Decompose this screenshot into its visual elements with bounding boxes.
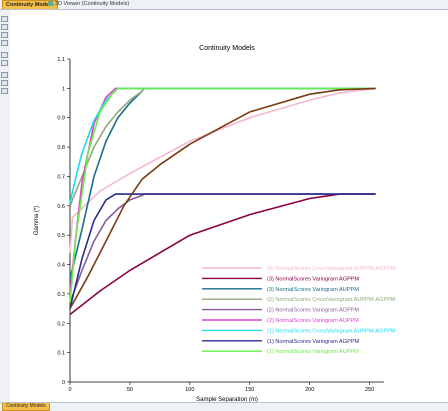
y-tick-label: 0.9: [57, 116, 65, 122]
chart: Continuity Models 0 0.1 0.2 0.3 0.4 0.5 0.6 0.7 0…: [34, 45, 396, 403]
x-tick-label: 200: [305, 387, 314, 393]
legend-label: (2) NormalScores Variogram AGPPM: [267, 308, 360, 314]
legend-label: (3) NormalScores CrossVariogram AUPPM-AG…: [267, 266, 396, 272]
series-line: [69, 87, 376, 253]
series-line: [69, 87, 376, 280]
print-icon[interactable]: [1, 40, 8, 46]
axis-icon[interactable]: [1, 80, 8, 86]
series-line: [69, 87, 376, 294]
y-axis-label: Gamma (*): [34, 206, 40, 235]
series-line: [69, 87, 376, 309]
legend-icon[interactable]: [1, 72, 8, 78]
bottom-tab-label: Continuity Models: [6, 403, 46, 409]
select-tool-icon[interactable]: [1, 16, 8, 22]
y-tick-label: 0: [62, 380, 65, 386]
settings-icon[interactable]: [1, 88, 8, 94]
y-tick-label: 0.4: [57, 263, 65, 269]
pan-tool-icon[interactable]: [1, 24, 8, 30]
x-tick-label: 50: [127, 387, 133, 393]
x-tick-label: 0: [68, 387, 71, 393]
series-line: [69, 87, 376, 204]
legend-label: (3) NormalScores Variogram AGPPM: [267, 276, 360, 282]
y-tick-label: 1.1: [57, 57, 65, 63]
x-axis-label: Sample Separation (m): [196, 397, 258, 402]
y-tick-label: 0.2: [57, 321, 65, 327]
legend-label: (1) NormalScores CrossVariogram AUPPM-AG…: [267, 328, 396, 334]
legend-label: (1) NormalScores Variogram AGPPM: [267, 339, 360, 345]
tab-continuity-models[interactable]: Continuity Models: [2, 0, 58, 9]
x-tick-label: 250: [365, 387, 374, 393]
tab-label: Continuity Models: [6, 2, 54, 8]
y-tick-label: 1: [62, 86, 65, 92]
x-tick-label: 150: [245, 387, 254, 393]
legend-label: (2) NormalScores Variogram AUPPM: [267, 318, 359, 324]
viewer-icon: [48, 1, 53, 7]
tab-bar: Continuity Models 3D Viewer (Continuity …: [0, 0, 448, 10]
y-tick-label: 0.8: [57, 145, 65, 151]
tab-label: 3D Viewer (Continuity Models): [55, 1, 130, 7]
y-tick-label: 0.5: [57, 233, 65, 239]
y-tick-label: 0.3: [57, 292, 65, 298]
image-icon[interactable]: [1, 52, 8, 58]
series-line: [69, 87, 376, 207]
y-tick-label: 0.7: [57, 174, 65, 180]
y-tick-label: 0.6: [57, 204, 65, 210]
tab-3d-viewer[interactable]: 3D Viewer (Continuity Models): [45, 0, 132, 9]
zoom-tool-icon[interactable]: [1, 32, 8, 38]
x-tick-label: 100: [185, 387, 194, 393]
folder-icon[interactable]: [1, 60, 8, 66]
series-line: [69, 87, 376, 303]
legend-label: (2) NormalScores CrossVariogram AUPPM-AG…: [267, 297, 396, 303]
legend-label: (3) NormalScores Variogram AUPPM: [267, 287, 359, 293]
chart-title: Continuity Models: [199, 45, 255, 52]
chart-canvas: Continuity Models 0 0.1 0.2 0.3 0.4 0.5 0.6 0.7 0…: [10, 10, 448, 403]
legend-label: (1) NormalScores Variogram AUPPM: [267, 349, 359, 355]
y-tick-label: 0.1: [57, 351, 65, 357]
series-line: [69, 193, 376, 309]
